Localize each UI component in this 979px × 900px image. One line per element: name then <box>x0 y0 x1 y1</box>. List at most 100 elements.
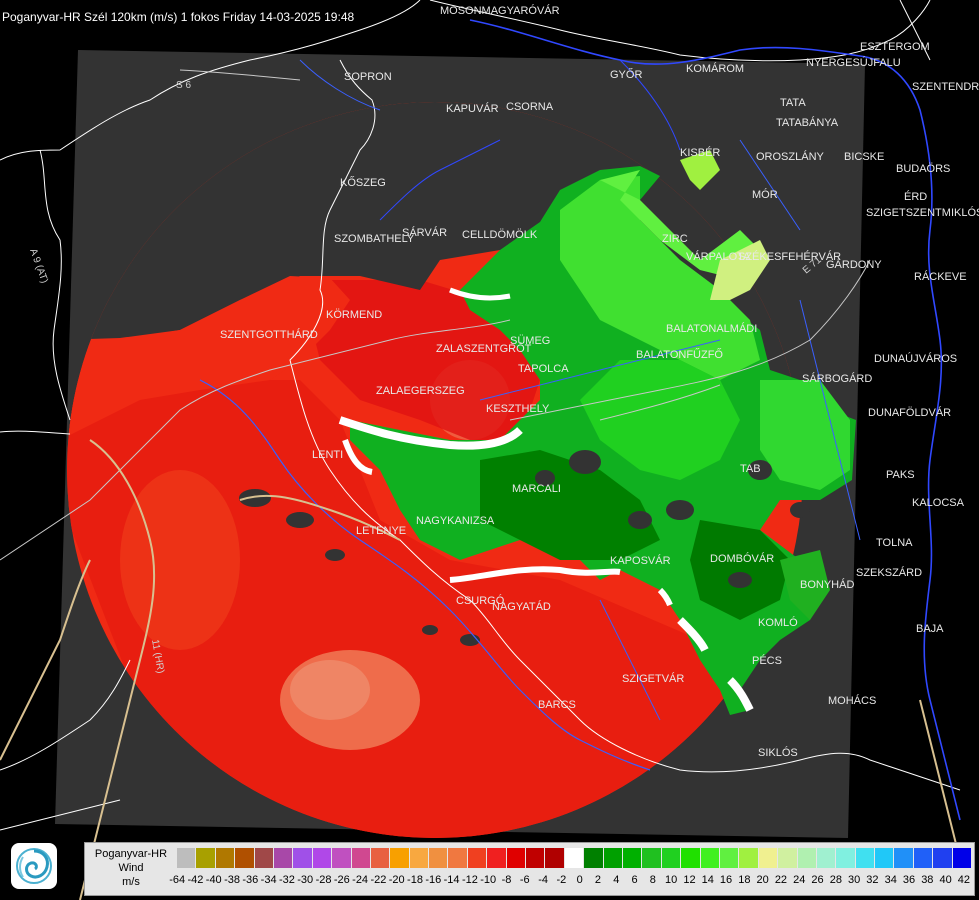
city-label: TATABÁNYA <box>776 116 839 129</box>
legend-swatch <box>700 848 720 868</box>
city-label: BALATONALMÁDI <box>666 322 757 335</box>
legend-tick-label: 40 <box>939 874 952 886</box>
legend-tick-label: 42 <box>957 874 971 886</box>
city-label: KAPOSVÁR <box>610 554 671 567</box>
legend-swatch <box>487 848 507 868</box>
legend-swatch <box>293 848 313 868</box>
legend-swatch <box>603 848 623 868</box>
city-label: KŐSZEG <box>340 175 386 189</box>
legend-caption-product: Wind <box>118 862 144 874</box>
legend-tick-label: 20 <box>756 874 769 886</box>
legend-swatch <box>952 848 973 868</box>
city-label: ESZTERGOM <box>860 41 930 53</box>
city-label: SÁRVÁR <box>402 226 447 239</box>
city-label: DUNAÚJVÁROS <box>874 352 957 365</box>
legend-swatch <box>215 848 236 868</box>
city-label: SZOMBATHELY <box>334 233 415 245</box>
city-labels: MOSONMAGYARÓVÁR ESZTERGOM NYERGESÚJFALU SZE… <box>220 4 979 759</box>
city-label: MARCALI <box>512 483 561 495</box>
city-label: BALATONFŰZFŐ <box>636 347 723 361</box>
legend-swatch <box>235 848 255 868</box>
legend-tick-label: -18 <box>407 874 423 886</box>
legend-swatch <box>778 848 798 868</box>
legend-swatch <box>390 848 410 868</box>
legend-tick-label: 14 <box>701 874 714 886</box>
legend-swatch <box>429 848 449 868</box>
city-label: BARCS <box>538 699 576 711</box>
city-label: CSURGÓ <box>456 594 505 607</box>
city-label: TOLNA <box>876 537 913 549</box>
city-label: CSORNA <box>506 101 554 113</box>
city-label: SZIGETVÁR <box>622 672 684 685</box>
legend-tick-label: 34 <box>884 874 897 886</box>
legend-tick-label: 38 <box>921 874 934 886</box>
legend-caption: Poganyvar-HR Wind m/s <box>85 847 177 889</box>
legend-swatch <box>758 848 779 868</box>
city-label: NAGYATÁD <box>492 600 551 613</box>
legend-tick-label: 10 <box>665 874 678 886</box>
legend-tick-label: -12 <box>461 874 478 886</box>
legend-swatch <box>467 848 488 868</box>
city-label: BONYHÁD <box>800 578 854 591</box>
legend-caption-unit: m/s <box>122 876 140 888</box>
city-label: ZIRC <box>662 233 688 245</box>
city-label: TATA <box>780 97 806 109</box>
city-label: GÁRDONY <box>826 258 882 271</box>
legend-swatch <box>797 848 817 868</box>
legend-tick-label: 16 <box>719 874 733 886</box>
legend-swatch <box>913 848 934 868</box>
city-label: BICSKE <box>844 151 884 163</box>
city-label: GYŐR <box>610 67 642 81</box>
legend-swatch <box>177 848 197 868</box>
radar-title: Poganyvar-HR Szél 120km (m/s) 1 fokos Fr… <box>2 10 355 24</box>
city-label: TAPOLCA <box>518 363 569 375</box>
legend-tick-label: -32 <box>278 874 295 886</box>
legend-tick-label: -64 <box>169 874 186 886</box>
city-label: KOMLÓ <box>758 616 798 629</box>
legend-swatch <box>564 848 585 868</box>
legend-tick-label: 26 <box>811 874 824 886</box>
legend-tick-label: -8 <box>501 874 512 886</box>
city-label: MOHÁCS <box>828 694 876 707</box>
city-label: ZALASZENTGRÓT <box>436 342 532 355</box>
city-label: KOMÁROM <box>686 62 744 75</box>
city-label: LETENYE <box>356 525 406 537</box>
city-label: KALOCSA <box>912 497 965 509</box>
legend-swatch <box>526 848 546 868</box>
legend-swatch <box>332 848 352 868</box>
legend-tick-label: 12 <box>683 874 696 886</box>
city-label: DOMBÓVÁR <box>710 552 774 565</box>
legend-tick-label: 30 <box>848 874 861 886</box>
legend-tick-label: -22 <box>370 874 387 886</box>
legend-swatch <box>273 848 294 868</box>
legend-swatch <box>739 848 759 868</box>
legend-tick-label: -28 <box>315 874 332 886</box>
legend-tick-label: 24 <box>793 874 806 886</box>
legend-tick-label: 6 <box>631 874 638 886</box>
legend-tick-label: 2 <box>594 874 602 886</box>
legend-swatch <box>933 848 953 868</box>
city-label: MÓR <box>752 188 778 201</box>
city-label: LENTI <box>312 449 343 461</box>
legend-swatches <box>177 848 973 868</box>
legend-tick-label: -38 <box>224 874 240 886</box>
legend-ticks: -64 -42 -40 -38 -36 -34 -32 -30 -28 -26 -24 -22 -20-… <box>169 874 979 888</box>
city-label: CELLDÖMÖLK <box>462 229 538 241</box>
legend-swatch <box>351 848 371 868</box>
city-label: RÁCKEVE <box>914 270 967 283</box>
city-label: SOPRON <box>344 71 392 83</box>
city-label: ÉRD <box>904 190 927 203</box>
legend-tick-label: 0 <box>576 874 583 886</box>
legend-swatch <box>894 848 914 868</box>
legend-swatch <box>719 848 740 868</box>
legend-swatch <box>816 848 837 868</box>
legend-swatch <box>448 848 468 868</box>
legend-tick-label: -26 <box>333 874 350 886</box>
city-label: SZENTENDRE <box>912 81 979 93</box>
legend-tick-label: 28 <box>829 874 842 886</box>
legend-swatch <box>409 848 430 868</box>
legend-tick-label: 36 <box>902 874 916 886</box>
city-label: SZÉKESFEHÉRVÁR <box>738 250 841 263</box>
